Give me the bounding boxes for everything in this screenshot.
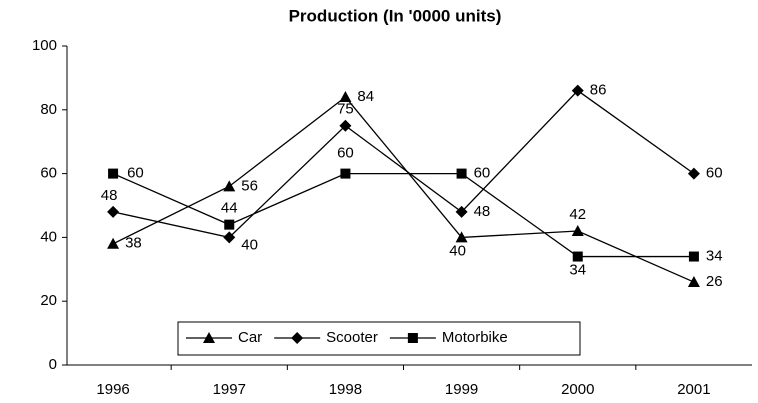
- marker: [571, 84, 584, 97]
- marker: [107, 205, 120, 218]
- legend-item: Car: [186, 329, 262, 346]
- data-label: 26: [706, 273, 723, 290]
- data-label: 40: [241, 236, 258, 253]
- marker: [687, 276, 700, 288]
- marker: [572, 251, 583, 262]
- marker: [455, 205, 468, 218]
- legend-label: Car: [238, 329, 262, 346]
- marker: [339, 91, 352, 103]
- data-label: 48: [101, 187, 118, 204]
- data-label: 42: [569, 206, 586, 223]
- legend-item: Scooter: [274, 329, 378, 346]
- marker: [688, 251, 699, 262]
- x-tick-label: 2001: [677, 381, 710, 398]
- series-line: [112, 172, 694, 258]
- data-label: 60: [337, 145, 354, 162]
- marker: [340, 168, 351, 179]
- y-tick-label: 40: [40, 228, 57, 245]
- marker: [571, 225, 584, 237]
- y-tick-label: 20: [40, 292, 57, 309]
- legend: Car Scooter Motorbike: [177, 321, 581, 356]
- series-line: [112, 89, 695, 239]
- y-tick-label: 100: [32, 37, 57, 54]
- data-label: 44: [221, 200, 238, 217]
- x-tick-label: 1996: [96, 381, 129, 398]
- marker: [107, 237, 120, 249]
- data-label: 86: [590, 82, 607, 99]
- marker: [223, 231, 236, 244]
- data-label: 75: [337, 101, 354, 118]
- data-label: 60: [127, 165, 144, 182]
- y-tick-label: 80: [40, 101, 57, 118]
- legend-label: Scooter: [326, 329, 378, 346]
- data-label: 48: [474, 203, 491, 220]
- marker: [223, 180, 236, 192]
- data-label: 84: [357, 88, 374, 105]
- legend-item: Motorbike: [389, 329, 508, 346]
- x-tick-label: 2000: [561, 381, 594, 398]
- marker: [108, 168, 119, 179]
- x-tick-label: 1998: [329, 381, 362, 398]
- data-label: 34: [569, 262, 586, 279]
- marker: [224, 219, 235, 230]
- data-label: 56: [241, 177, 258, 194]
- series-line: [112, 96, 695, 283]
- data-label: 60: [706, 165, 723, 182]
- y-tick-label: 0: [49, 356, 57, 373]
- data-label: 60: [474, 165, 491, 182]
- marker: [455, 231, 468, 243]
- x-tick-label: 1999: [445, 381, 478, 398]
- marker: [203, 332, 215, 343]
- marker: [456, 168, 467, 179]
- y-tick-label: 60: [40, 165, 57, 182]
- data-label: 40: [449, 242, 466, 259]
- legend-box: [177, 321, 581, 356]
- marker: [339, 119, 352, 132]
- marker: [291, 332, 304, 344]
- data-label: 34: [706, 248, 723, 265]
- legend-label: Motorbike: [442, 329, 508, 346]
- marker: [407, 333, 418, 343]
- chart-title: Production (In '0000 units): [289, 6, 502, 25]
- x-tick-label: 1997: [213, 381, 246, 398]
- data-label: 38: [125, 235, 142, 252]
- marker: [687, 167, 700, 180]
